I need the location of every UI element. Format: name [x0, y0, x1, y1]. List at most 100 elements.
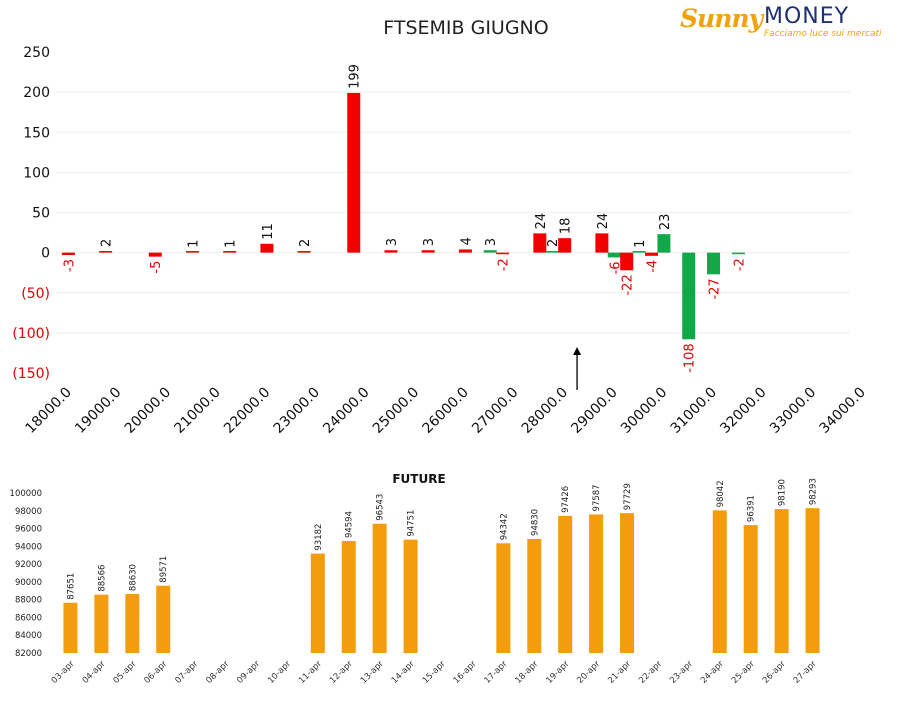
bar — [657, 234, 671, 253]
data-label: 3 — [484, 238, 499, 246]
x-tick-label: 32000.0 — [717, 385, 769, 437]
y-tick-label: 0 — [41, 246, 50, 262]
x-tick-label: 34000.0 — [817, 385, 869, 437]
y-tick-label: (50) — [21, 286, 50, 302]
future-y-tick-label: 100000 — [10, 489, 42, 499]
future-y-tick-label: 94000 — [15, 542, 42, 552]
bar — [384, 250, 398, 253]
bar — [545, 251, 559, 253]
data-label: 4 — [459, 237, 474, 245]
data-label: -3 — [62, 259, 77, 272]
future-x-tick-label: 04-apr — [81, 659, 108, 686]
future-y-tick-label: 92000 — [15, 560, 42, 570]
future-x-tick-label: 17-apr — [483, 659, 510, 686]
y-axis-labels: 250 200 150 100 50 0 (50) (100) (150) — [12, 45, 50, 382]
x-tick-label: 23000.0 — [271, 385, 323, 437]
future-bar — [372, 523, 387, 653]
data-label: 3 — [385, 238, 400, 246]
future-x-tick-label: 16-apr — [452, 659, 479, 686]
x-tick-label: 33000.0 — [767, 385, 819, 437]
logo-sunny-text: Sunny — [680, 4, 763, 33]
x-tick-label: 24000.0 — [320, 385, 372, 437]
x-tick-label: 19000.0 — [72, 385, 124, 437]
bar — [707, 252, 721, 275]
future-bar — [341, 541, 356, 653]
future-bar — [743, 525, 758, 653]
future-x-tick-label: 08-apr — [204, 659, 231, 686]
bar — [607, 252, 621, 258]
future-bar — [156, 585, 171, 653]
data-label: 1 — [186, 240, 201, 248]
bar — [260, 243, 274, 253]
future-x-tick-label: 10-apr — [266, 659, 293, 686]
x-tick-label: 22000.0 — [221, 385, 273, 437]
future-data-label: 88630 — [128, 564, 138, 591]
bar — [558, 238, 572, 253]
x-tick-label: 30000.0 — [618, 385, 670, 437]
bar — [595, 233, 609, 253]
bar — [645, 252, 658, 256]
future-x-tick-label: 06-apr — [142, 659, 169, 686]
data-label: -4 — [646, 260, 661, 273]
future-data-label: 89571 — [159, 556, 169, 583]
data-label: 2 — [100, 239, 115, 247]
data-label: 3 — [422, 238, 437, 246]
bars — [61, 92, 745, 340]
bar — [347, 92, 361, 253]
x-tick-label: 31000.0 — [668, 385, 720, 437]
future-bar — [125, 594, 140, 653]
future-bar — [712, 510, 727, 653]
bar — [496, 252, 510, 255]
future-data-label: 94342 — [499, 513, 509, 540]
data-label: -22 — [621, 274, 636, 295]
future-x-tick-label: 22-apr — [637, 659, 664, 686]
x-tick-label: 18000.0 — [23, 385, 75, 437]
data-label: -2 — [497, 258, 512, 271]
future-x-tick-label: 25-apr — [730, 659, 757, 686]
future-x-tick-label: 19-apr — [544, 659, 571, 686]
logo-money-text: MONEY — [764, 4, 850, 29]
arrow-head — [573, 347, 582, 355]
future-data-label: 97587 — [592, 484, 602, 511]
future-bar — [589, 514, 604, 653]
future-y-axis-labels: 100000 98000 96000 94000 92000 90000 88000 8600… — [10, 489, 42, 659]
future-y-tick-label: 86000 — [15, 613, 42, 623]
future-bar — [620, 513, 635, 653]
logo-tagline: Facciamo luce sui mercati — [764, 29, 882, 39]
future-y-tick-label: 82000 — [15, 649, 42, 659]
future-bar — [558, 515, 573, 653]
x-tick-label: 25000.0 — [370, 385, 422, 437]
brand-logo: Sunny MONEY Facciamo luce sui mercati — [680, 4, 885, 42]
future-y-tick-label: 88000 — [15, 596, 42, 606]
x-tick-label: 28000.0 — [519, 385, 571, 437]
bar — [61, 252, 75, 256]
future-data-label: 87651 — [66, 573, 76, 600]
x-tick-label: 27000.0 — [469, 385, 521, 437]
x-tick-label: 29000.0 — [568, 385, 620, 437]
data-label: 24 — [596, 213, 611, 230]
bar — [682, 252, 696, 340]
future-data-label: 88566 — [97, 565, 107, 592]
future-x-tick-label: 23-apr — [668, 659, 695, 686]
future-bar — [94, 594, 109, 653]
future-x-tick-label: 12-apr — [328, 659, 355, 686]
data-label: -27 — [708, 278, 723, 299]
data-label: 18 — [559, 218, 574, 235]
future-bar — [805, 508, 820, 653]
future-x-tick-label: 09-apr — [235, 659, 262, 686]
chart-title: FTSEMIB GIUGNO — [383, 17, 548, 39]
data-label: 2 — [298, 239, 313, 247]
future-data-label: 97729 — [623, 483, 633, 510]
future-data-label: 98190 — [778, 479, 788, 506]
future-bar — [310, 553, 325, 653]
data-label: 24 — [534, 213, 549, 230]
future-y-tick-label: 84000 — [15, 631, 42, 641]
options-chart: FTSEMIB GIUGNO 250 200 150 100 50 0 (50) (100) (… — [12, 17, 868, 437]
bar — [632, 251, 646, 253]
future-data-label: 94594 — [345, 511, 355, 538]
future-x-tick-label: 14-apr — [390, 659, 417, 686]
gridlines — [56, 91, 850, 334]
future-x-tick-label: 15-apr — [421, 659, 448, 686]
